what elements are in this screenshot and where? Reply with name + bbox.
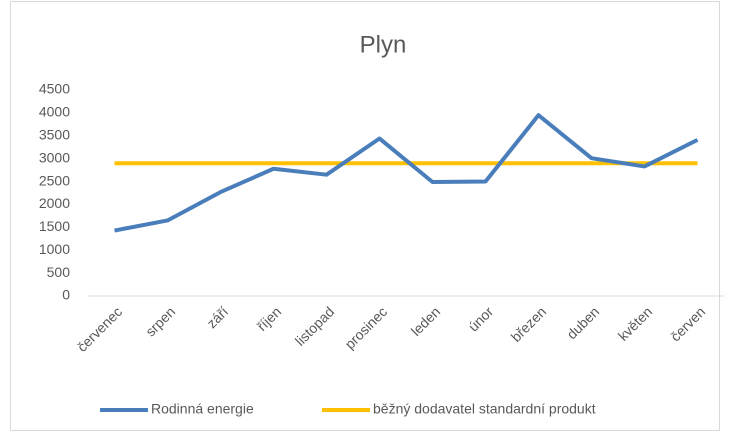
chart-title: Plyn	[360, 31, 407, 58]
legend-label: Rodinná energie	[151, 401, 254, 417]
chart-border	[10, 1, 720, 431]
y-tick-label: 1000	[39, 241, 70, 257]
y-tick-label: 2500	[39, 172, 70, 188]
y-tick-label: 500	[47, 264, 71, 280]
y-tick-label: 4000	[39, 104, 70, 120]
y-tick-label: 1500	[39, 218, 70, 234]
y-tick-label: 4500	[39, 81, 70, 97]
y-tick-label: 3000	[39, 149, 70, 165]
y-tick-label: 2000	[39, 195, 70, 211]
legend-label: běžný dodavatel standardní produkt	[373, 401, 596, 417]
y-tick-label: 0	[62, 287, 70, 303]
series-line	[114, 113, 699, 233]
y-tick-label: 3500	[39, 126, 70, 142]
